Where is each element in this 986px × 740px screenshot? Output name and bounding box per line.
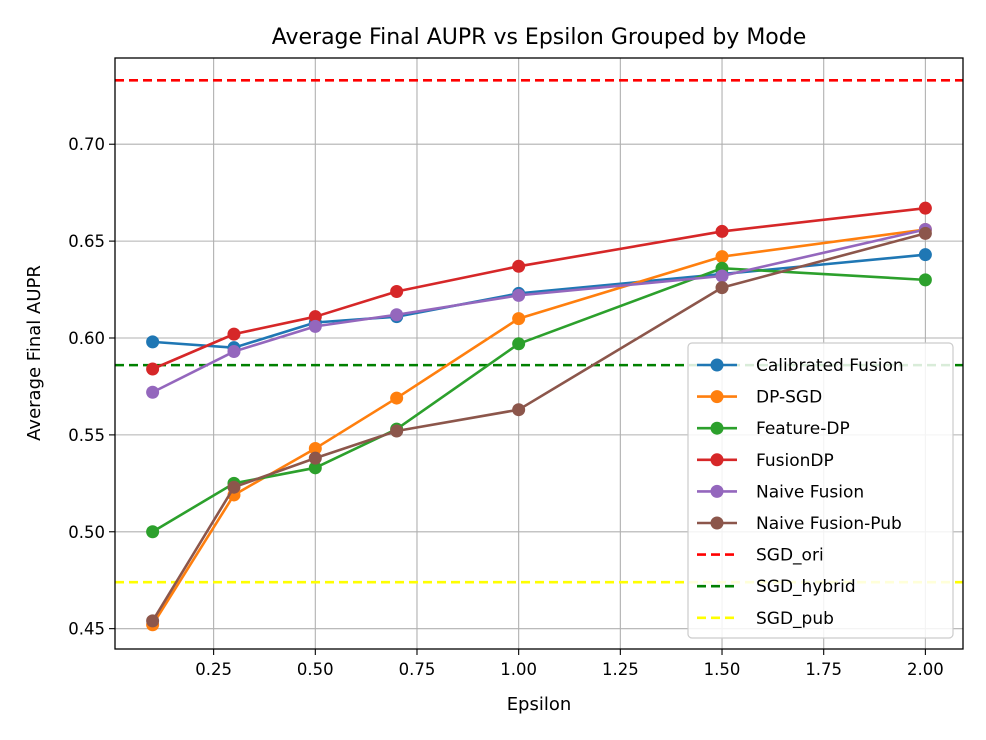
point-naive-fusion-pub — [390, 424, 404, 438]
legend-label-naive-fusion-pub: Naive Fusion-Pub — [756, 514, 902, 534]
plot-frame — [114, 57, 964, 650]
x-axis-ticks: 0.25 0.50 0.75 1.00 1.25 1.50 1.75 2.00 — [195, 649, 944, 679]
point-fusiondp — [390, 284, 404, 298]
point-fusiondp — [227, 327, 241, 341]
point-calibrated-fusion — [918, 248, 932, 262]
y-tick-label: 0.65 — [68, 232, 105, 251]
legend-label-sgd-pub: SGD_pub — [756, 609, 834, 629]
legend-marker-fusiondp — [710, 453, 724, 467]
x-tick-label: 1.00 — [500, 660, 537, 679]
legend-label-naive-fusion: Naive Fusion — [756, 482, 864, 502]
y-tick-label: 0.70 — [68, 135, 105, 154]
point-dp-sgd — [390, 391, 404, 405]
y-tick-label: 0.60 — [68, 329, 105, 348]
y-tick-label: 0.50 — [68, 523, 105, 542]
x-tick-label: 0.25 — [195, 660, 232, 679]
point-fusiondp — [146, 362, 160, 376]
legend-marker-feature-dp — [710, 421, 724, 435]
point-dp-sgd — [308, 441, 322, 455]
x-tick-label: 1.75 — [805, 660, 842, 679]
series-group — [146, 201, 932, 632]
point-naive-fusion-pub — [146, 614, 160, 628]
legend-label-sgd-hybrid: SGD_hybrid — [756, 577, 856, 597]
point-naive-fusion — [308, 319, 322, 333]
legend-marker-naive-fusion-pub — [710, 516, 724, 530]
point-feature-dp — [512, 337, 526, 351]
legend: Calibrated Fusion DP-SGD Feature-DP FusionD… — [687, 342, 954, 639]
point-naive-fusion-pub — [512, 403, 526, 417]
point-naive-fusion — [512, 288, 526, 302]
y-axis-ticks: 0.45 0.50 0.55 0.60 0.65 0.70 — [68, 135, 115, 639]
point-naive-fusion-pub — [227, 480, 241, 494]
x-tick-label: 0.75 — [399, 660, 436, 679]
y-axis-label: Average Final AUPR — [24, 265, 45, 441]
y-tick-label: 0.45 — [68, 620, 105, 639]
legend-marker-naive-fusion — [710, 484, 724, 498]
point-fusiondp — [715, 224, 729, 238]
point-naive-fusion — [146, 385, 160, 399]
x-tick-label: 2.00 — [907, 660, 944, 679]
point-naive-fusion-pub — [918, 226, 932, 240]
x-tick-label: 0.50 — [297, 660, 334, 679]
point-fusiondp — [512, 259, 526, 273]
point-naive-fusion-pub — [308, 451, 322, 465]
point-naive-fusion — [227, 345, 241, 359]
x-tick-label: 1.25 — [602, 660, 639, 679]
point-naive-fusion-pub — [715, 281, 729, 295]
point-naive-fusion — [390, 308, 404, 322]
point-dp-sgd — [715, 250, 729, 264]
legend-label-calibrated-fusion: Calibrated Fusion — [756, 356, 904, 376]
legend-label-sgd-ori: SGD_ori — [756, 546, 824, 566]
legend-label-dp-sgd: DP-SGD — [756, 388, 822, 408]
y-tick-label: 0.55 — [68, 426, 105, 445]
point-feature-dp — [146, 525, 160, 539]
legend-label-fusiondp: FusionDP — [756, 451, 834, 471]
legend-marker-dp-sgd — [710, 390, 724, 404]
legend-box — [687, 342, 954, 639]
point-fusiondp — [918, 201, 932, 215]
legend-label-feature-dp: Feature-DP — [756, 419, 850, 439]
legend-marker-calibrated-fusion — [710, 358, 724, 372]
point-feature-dp — [918, 273, 932, 287]
point-fusiondp — [308, 310, 322, 324]
x-tick-label: 1.50 — [704, 660, 741, 679]
point-calibrated-fusion — [146, 335, 160, 349]
point-dp-sgd — [512, 312, 526, 326]
point-naive-fusion — [715, 269, 729, 283]
point-feature-dp — [308, 461, 322, 475]
chart-title: Average Final AUPR vs Epsilon Grouped by… — [272, 25, 807, 50]
x-axis-label: Epsilon — [507, 694, 572, 715]
